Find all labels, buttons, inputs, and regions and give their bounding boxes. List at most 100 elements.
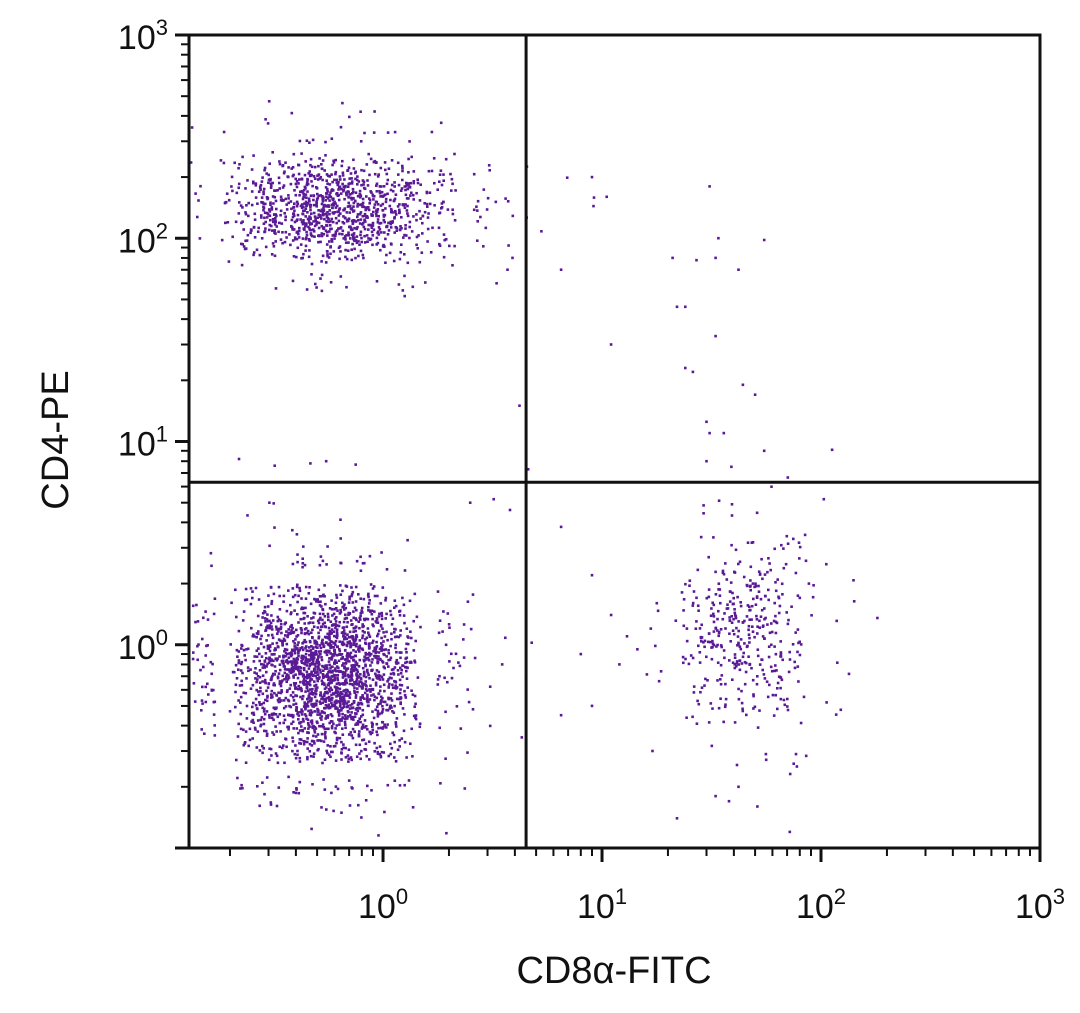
data-point — [376, 208, 380, 211]
data-point — [774, 589, 778, 593]
data-point — [609, 613, 613, 617]
data-point — [389, 644, 392, 648]
data-point — [339, 561, 342, 565]
data-point — [834, 713, 838, 716]
data-point — [437, 631, 441, 635]
data-point — [394, 760, 398, 763]
data-point — [786, 476, 790, 479]
data-point — [329, 191, 332, 194]
data-point — [283, 240, 287, 244]
data-point — [738, 659, 741, 663]
data-point — [763, 677, 767, 680]
data-point — [329, 646, 332, 650]
data-point — [324, 717, 327, 720]
data-point — [272, 682, 276, 685]
data-point — [317, 660, 320, 664]
data-point — [380, 611, 383, 615]
data-point — [742, 575, 746, 579]
data-point — [396, 669, 400, 672]
data-point — [742, 651, 745, 655]
data-point — [264, 620, 267, 623]
data-point — [406, 261, 410, 265]
data-point — [375, 210, 379, 214]
data-point — [246, 647, 250, 651]
data-point — [262, 722, 266, 726]
data-point — [360, 183, 363, 187]
data-point — [240, 242, 243, 246]
data-point — [333, 642, 336, 645]
data-point — [462, 623, 466, 626]
data-point — [276, 675, 280, 678]
data-point — [432, 157, 436, 160]
data-point — [242, 245, 246, 248]
data-point — [363, 691, 367, 695]
data-point — [385, 568, 389, 571]
data-point — [416, 178, 419, 181]
data-point — [354, 696, 358, 699]
data-point — [337, 681, 340, 685]
data-point — [319, 653, 322, 656]
data-point — [250, 720, 253, 723]
data-point — [767, 645, 771, 648]
data-point — [268, 228, 271, 232]
data-point — [290, 713, 294, 717]
data-point — [312, 230, 316, 233]
data-point — [680, 591, 684, 594]
data-point — [261, 751, 264, 755]
data-point — [366, 240, 369, 243]
data-point — [315, 223, 318, 226]
data-point — [297, 791, 301, 795]
data-point — [425, 191, 429, 195]
data-point — [344, 241, 348, 244]
data-point — [345, 585, 349, 588]
data-point — [782, 566, 786, 570]
data-point — [273, 647, 277, 650]
data-point — [378, 745, 382, 748]
data-point — [438, 244, 442, 247]
data-point — [798, 596, 802, 600]
data-point — [276, 761, 280, 765]
data-point — [299, 669, 302, 673]
data-point — [737, 697, 741, 701]
data-point — [324, 154, 327, 157]
data-point — [286, 689, 289, 692]
data-point — [770, 630, 774, 634]
data-point — [309, 233, 313, 237]
data-point — [307, 225, 310, 229]
data-point — [391, 617, 395, 620]
data-point — [802, 695, 806, 699]
data-point — [766, 570, 769, 574]
data-point — [340, 811, 343, 814]
data-point — [312, 625, 316, 628]
data-point — [274, 625, 278, 629]
data-point — [326, 744, 329, 747]
data-point — [324, 735, 327, 738]
data-point — [335, 686, 339, 689]
data-point — [290, 167, 293, 170]
data-point — [204, 654, 207, 657]
data-point — [347, 733, 351, 736]
data-point — [732, 617, 735, 621]
data-point — [409, 181, 412, 185]
data-point — [684, 657, 687, 661]
data-point — [852, 600, 856, 603]
data-point — [313, 640, 317, 644]
data-point — [405, 756, 408, 759]
data-point — [247, 214, 250, 218]
data-point — [380, 659, 384, 663]
data-point — [310, 719, 314, 722]
data-point — [361, 197, 365, 201]
data-point — [252, 154, 255, 157]
data-point — [400, 187, 404, 190]
data-point — [315, 720, 319, 723]
data-point — [262, 645, 266, 649]
data-point — [694, 627, 698, 630]
data-point — [707, 555, 710, 559]
data-point — [367, 633, 371, 637]
data-point — [356, 213, 360, 216]
data-point — [408, 140, 411, 143]
data-point — [306, 757, 309, 761]
data-point — [263, 211, 267, 215]
data-point — [289, 694, 293, 697]
data-point — [799, 721, 803, 725]
